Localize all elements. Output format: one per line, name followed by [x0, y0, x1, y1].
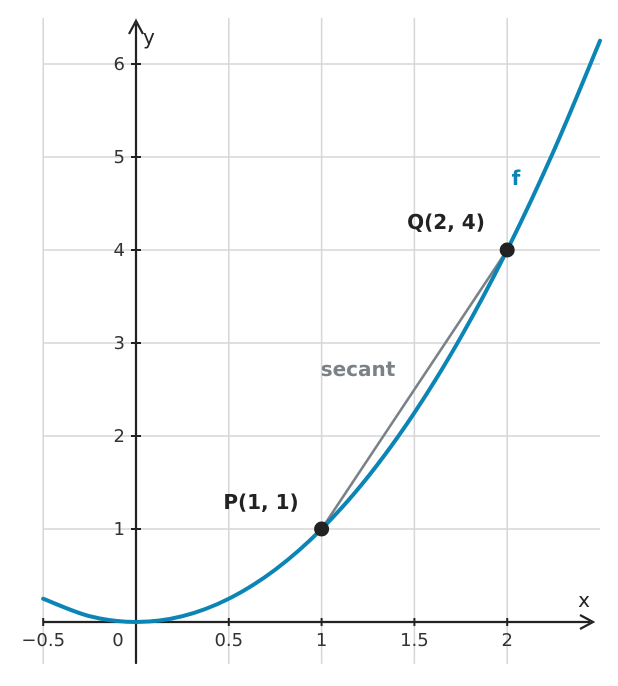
point-label-p: P(1, 1)	[223, 490, 298, 514]
point-q	[499, 242, 515, 258]
series-label-f: f	[512, 166, 521, 190]
point-label-q: Q(2, 4)	[407, 210, 485, 234]
points-group	[314, 242, 515, 537]
x-axis-label: x	[578, 588, 590, 612]
x-tick-label-0: −0.5	[21, 630, 65, 651]
tick-labels: −0.5 0 0.5 1 1.5 2 1 2 3 4 5 6	[21, 54, 513, 651]
x-tick-label-4: 1.5	[400, 630, 429, 651]
y-tick-label-0: 1	[114, 519, 125, 540]
y-tick-label-1: 2	[114, 426, 125, 447]
y-tick-label-4: 5	[114, 147, 125, 168]
y-axis-arrow	[128, 18, 144, 35]
grid-lines	[42, 18, 600, 664]
x-tick-label-2: 0.5	[214, 630, 243, 651]
y-tick-label-2: 3	[114, 333, 125, 354]
y-tick-label-5: 6	[114, 54, 125, 75]
point-p	[314, 521, 330, 537]
y-tick-label-3: 4	[114, 240, 125, 261]
series-group	[41, 38, 602, 625]
x-tick-label-3: 1	[316, 630, 327, 651]
secant-line	[320, 249, 509, 530]
series-label-secant: secant	[321, 357, 396, 381]
y-axis-label: y	[143, 25, 155, 49]
x-tick-label-1: 0	[112, 630, 123, 651]
x-axis-arrow	[579, 614, 596, 630]
curve-f	[41, 38, 602, 625]
x-tick-label-5: 2	[501, 630, 512, 651]
